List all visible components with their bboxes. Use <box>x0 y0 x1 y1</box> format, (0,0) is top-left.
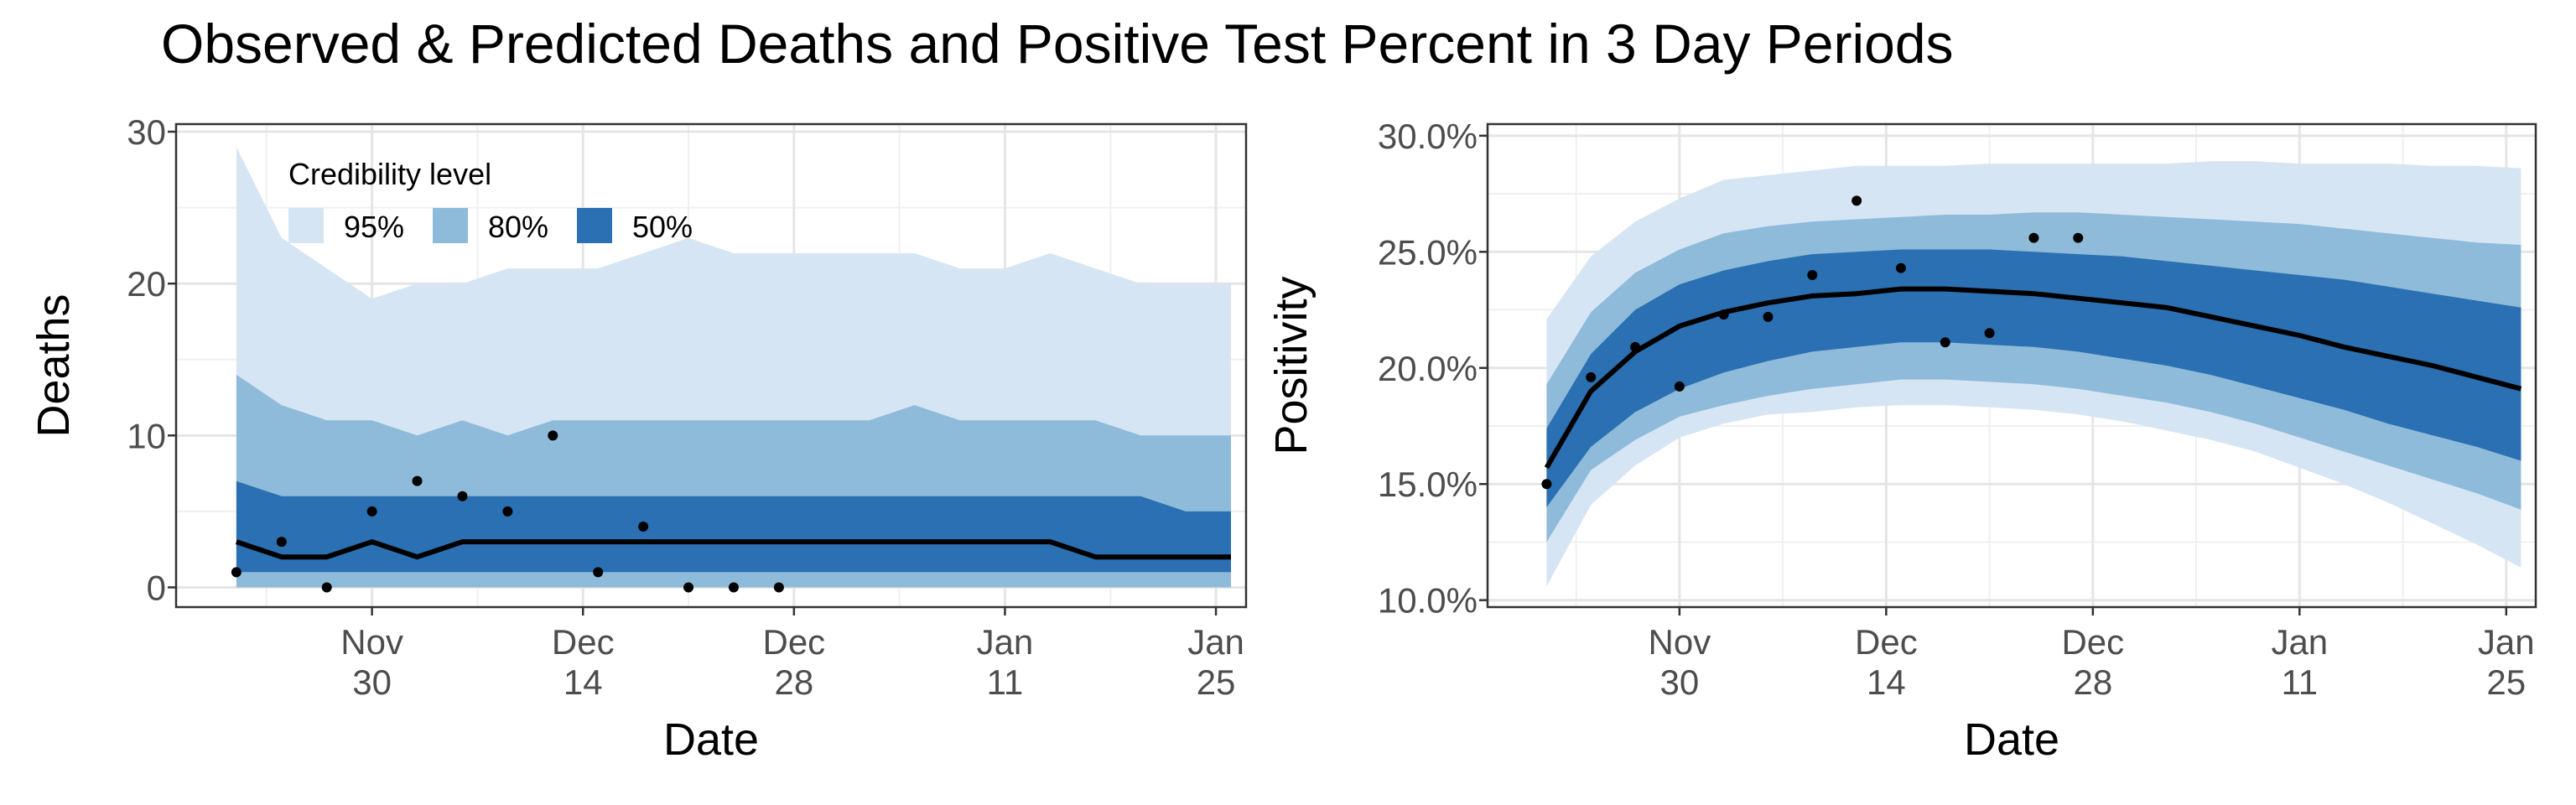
x-tick-label-day: 14 <box>1867 662 1906 702</box>
observed-point <box>412 475 423 486</box>
observed-point <box>593 567 604 578</box>
x-tick-label-month: Dec <box>762 622 825 662</box>
x-tick-label-day: 11 <box>2282 662 2319 702</box>
x-tick-label-month: Dec <box>552 622 615 662</box>
observed-point <box>2028 232 2039 243</box>
legend-item-1: 95% <box>288 208 404 244</box>
plot-area <box>176 124 1246 607</box>
x-tick-label-month: Nov <box>1649 622 1711 662</box>
x-tick-label-month: Nov <box>340 622 403 662</box>
observed-point <box>1718 309 1729 320</box>
y-axis-title: Positivity <box>1266 276 1317 454</box>
legend-label: 80% <box>488 210 548 244</box>
median-line <box>1544 286 2522 470</box>
observed-point <box>683 582 694 593</box>
legend: Credibility level 95% 80% 50% <box>288 157 693 244</box>
panel-2: 10.0%15.0%20.0%25.0%30.0%Nov30Dec14Dec28… <box>1266 117 2537 765</box>
panel-border <box>174 122 1248 609</box>
y-tick-label: 20 <box>127 264 166 304</box>
legend-item-2: 80% <box>433 208 548 244</box>
observed-point <box>2073 232 2084 243</box>
observed-point <box>1763 311 1774 322</box>
observed-point <box>321 582 332 593</box>
x-axis-title: Date <box>663 714 759 765</box>
observed-point <box>1674 381 1685 392</box>
legend-item-3: 50% <box>577 208 693 244</box>
observed-point <box>457 491 468 501</box>
x-tick-label-month: Jan <box>977 622 1034 662</box>
observed-point <box>1940 337 1950 348</box>
observed-point <box>502 506 513 517</box>
y-tick-label: 30.0% <box>1378 117 1478 156</box>
observed-point <box>1895 262 1906 273</box>
x-tick-label-day: 14 <box>564 662 603 702</box>
y-axis-title: Deaths <box>29 293 79 437</box>
y-tick-label: 20.0% <box>1378 349 1478 388</box>
x-tick-label-month: Dec <box>2061 622 2124 662</box>
x-tick-label-day: 11 <box>987 662 1024 702</box>
y-tick-label: 25.0% <box>1378 232 1478 272</box>
y-tick-label: 10.0% <box>1378 581 1478 621</box>
legend-title: Credibility level <box>288 157 491 191</box>
panel-border <box>1486 122 2537 609</box>
ribbon-50 <box>1546 249 2521 507</box>
x-tick-label-month: Jan <box>1187 622 1244 662</box>
legend-label: 50% <box>632 210 693 244</box>
observed-point <box>231 567 242 578</box>
y-tick-label: 10 <box>127 416 166 455</box>
x-tick-label-month: Jan <box>2271 622 2328 662</box>
x-tick-label-day: 28 <box>774 662 813 702</box>
observed-point <box>728 582 739 593</box>
x-tick-label-day: 28 <box>2073 662 2112 702</box>
x-tick-label-month: Jan <box>2478 622 2535 662</box>
observed-point <box>1630 341 1641 352</box>
panel-1: 0102030Nov30Dec14Dec28Jan11Jan25DateDeat… <box>29 112 1248 765</box>
observed-point <box>366 506 377 517</box>
y-tick-label: 15.0% <box>1378 465 1478 504</box>
x-tick-label-day: 25 <box>1197 662 1236 702</box>
x-axis-title: Date <box>1964 714 2059 765</box>
observed-point <box>638 522 649 532</box>
observed-point <box>1984 328 1995 339</box>
y-tick-label: 30 <box>127 112 166 152</box>
median-line <box>235 539 1231 560</box>
y-tick-label: 0 <box>147 568 166 607</box>
x-tick-label-day: 30 <box>1660 662 1700 702</box>
observed-point <box>548 430 558 441</box>
x-tick-label-month: Dec <box>1855 622 1918 662</box>
observed-point <box>1852 195 1862 206</box>
legend-key <box>577 208 612 243</box>
observed-point <box>1541 479 1552 490</box>
observed-point <box>1807 270 1818 280</box>
observed-point <box>1586 371 1597 382</box>
x-tick-label-day: 30 <box>352 662 392 702</box>
observed-point <box>276 537 287 548</box>
figure-title: Observed & Predicted Deaths and Positive… <box>161 13 1954 75</box>
observed-point <box>773 582 784 593</box>
legend-key <box>288 208 324 243</box>
plot-area <box>1488 124 2536 607</box>
legend-key <box>433 208 468 243</box>
x-tick-label-day: 25 <box>2486 662 2526 702</box>
ribbon-50 <box>236 480 1231 573</box>
legend-label: 95% <box>344 210 404 244</box>
